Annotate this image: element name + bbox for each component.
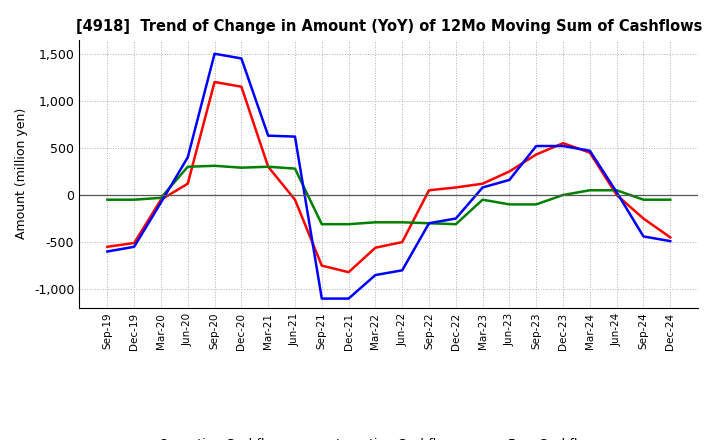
Investing Cashflow [478, 197, 487, 202]
Free Cashflow [505, 177, 514, 183]
Operating Cashflow [585, 150, 594, 155]
Investing Cashflow [291, 166, 300, 171]
Free Cashflow [264, 133, 272, 138]
Y-axis label: Amount (million yen): Amount (million yen) [15, 108, 28, 239]
Operating Cashflow [425, 187, 433, 193]
Operating Cashflow [103, 244, 112, 249]
Free Cashflow [398, 268, 407, 273]
Free Cashflow [666, 238, 675, 244]
Free Cashflow [130, 244, 138, 249]
Investing Cashflow [344, 222, 353, 227]
Investing Cashflow [237, 165, 246, 170]
Free Cashflow [478, 185, 487, 190]
Free Cashflow [585, 148, 594, 154]
Operating Cashflow [291, 197, 300, 202]
Free Cashflow [425, 220, 433, 226]
Free Cashflow [451, 216, 460, 221]
Line: Operating Cashflow: Operating Cashflow [107, 82, 670, 272]
Free Cashflow [559, 143, 567, 149]
Free Cashflow [371, 272, 379, 278]
Investing Cashflow [371, 220, 379, 225]
Line: Free Cashflow: Free Cashflow [107, 54, 670, 299]
Free Cashflow [344, 296, 353, 301]
Operating Cashflow [237, 84, 246, 89]
Operating Cashflow [559, 140, 567, 146]
Free Cashflow [184, 155, 192, 160]
Investing Cashflow [639, 197, 648, 202]
Investing Cashflow [425, 220, 433, 226]
Investing Cashflow [130, 197, 138, 202]
Title: [4918]  Trend of Change in Amount (YoY) of 12Mo Moving Sum of Cashflows: [4918] Trend of Change in Amount (YoY) o… [76, 19, 702, 34]
Investing Cashflow [451, 222, 460, 227]
Operating Cashflow [478, 181, 487, 186]
Investing Cashflow [559, 192, 567, 198]
Line: Investing Cashflow: Investing Cashflow [107, 166, 670, 224]
Operating Cashflow [639, 216, 648, 221]
Operating Cashflow [532, 152, 541, 157]
Investing Cashflow [184, 164, 192, 169]
Operating Cashflow [451, 185, 460, 190]
Operating Cashflow [344, 270, 353, 275]
Operating Cashflow [157, 197, 166, 202]
Investing Cashflow [210, 163, 219, 169]
Free Cashflow [291, 134, 300, 139]
Operating Cashflow [612, 192, 621, 198]
Free Cashflow [612, 190, 621, 195]
Legend: Operating Cashflow, Investing Cashflow, Free Cashflow: Operating Cashflow, Investing Cashflow, … [120, 433, 600, 440]
Operating Cashflow [318, 263, 326, 268]
Investing Cashflow [532, 202, 541, 207]
Operating Cashflow [505, 169, 514, 174]
Free Cashflow [318, 296, 326, 301]
Investing Cashflow [398, 220, 407, 225]
Operating Cashflow [666, 235, 675, 240]
Free Cashflow [103, 249, 112, 254]
Free Cashflow [639, 234, 648, 239]
Operating Cashflow [130, 240, 138, 246]
Operating Cashflow [398, 239, 407, 245]
Operating Cashflow [264, 164, 272, 169]
Free Cashflow [237, 56, 246, 61]
Investing Cashflow [505, 202, 514, 207]
Investing Cashflow [666, 197, 675, 202]
Investing Cashflow [585, 187, 594, 193]
Operating Cashflow [184, 181, 192, 186]
Operating Cashflow [371, 245, 379, 250]
Investing Cashflow [264, 164, 272, 169]
Investing Cashflow [103, 197, 112, 202]
Operating Cashflow [210, 79, 219, 84]
Free Cashflow [157, 200, 166, 205]
Investing Cashflow [612, 187, 621, 193]
Free Cashflow [210, 51, 219, 56]
Investing Cashflow [157, 195, 166, 201]
Free Cashflow [532, 143, 541, 149]
Investing Cashflow [318, 222, 326, 227]
